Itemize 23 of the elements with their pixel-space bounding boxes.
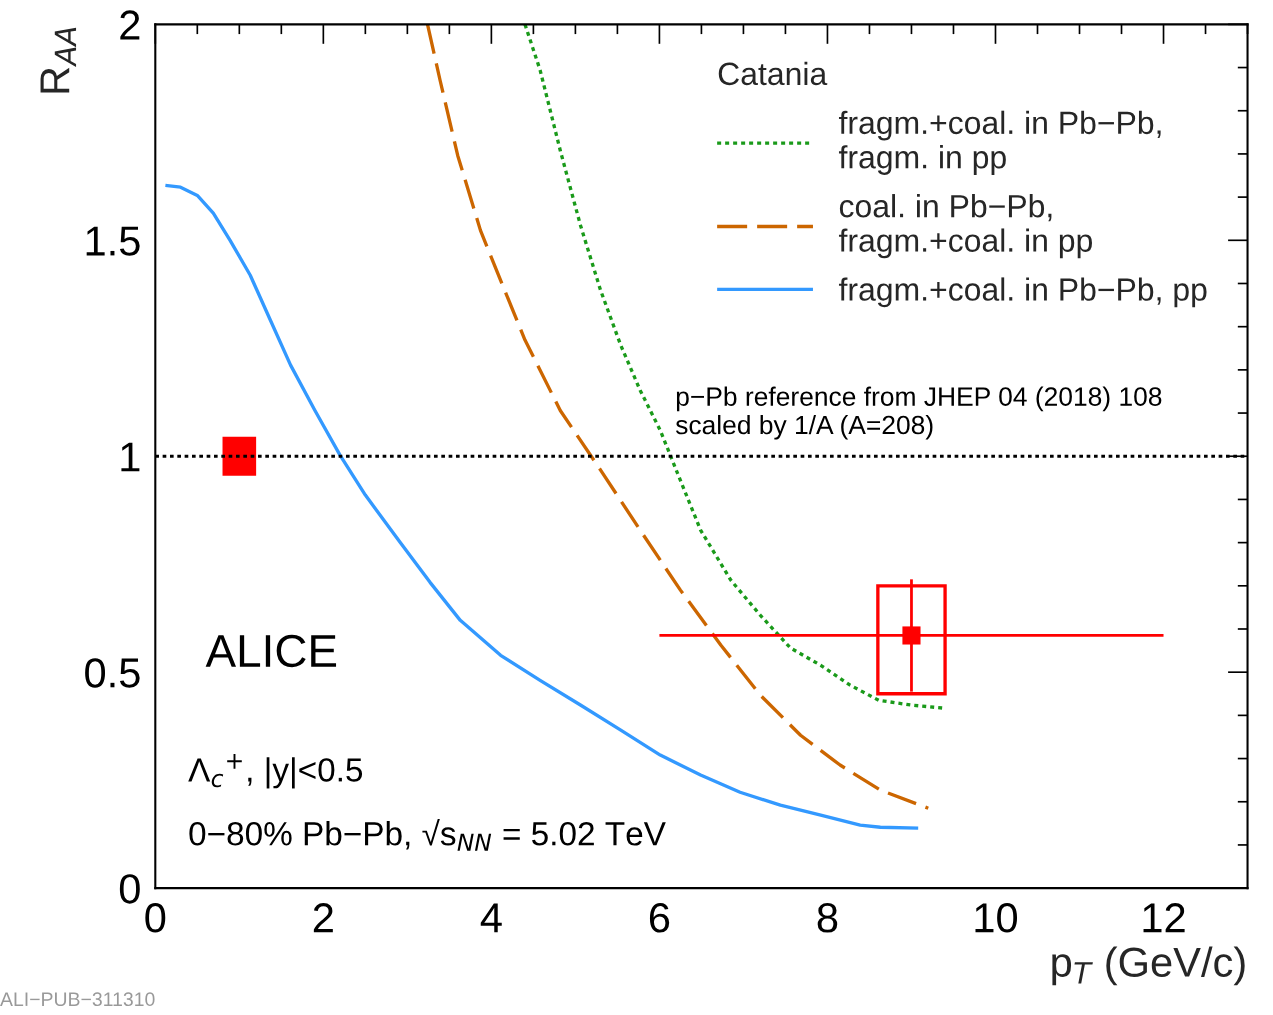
annotation: p−Pb reference from JHEP 04 (2018) 108 scaled by 1/A (A=208) [675, 386, 1162, 440]
y-axis-title: R$_{AA}$ [40, 27, 77, 93]
x-tick-label: 0 [145, 903, 166, 933]
x-tick-label: 8 [817, 903, 838, 933]
y-tick-label: 1 [121, 442, 140, 472]
y-tick-label: 2 [120, 10, 140, 40]
text: ALI−PUB−311310 [0, 992, 155, 1007]
annotation: 0−80% Pb−Pb, √s$_{NN}$ = 5.02 TeV [189, 818, 666, 851]
x-tick-label: 4 [480, 903, 502, 933]
x-tick-label: 2 [313, 903, 333, 933]
x-tick-label: 10 [975, 903, 1018, 933]
annotation: Λ$_{c}$$^{+}$, |y|<0.5 [188, 754, 363, 789]
legend-label: fragm.+coal. in Pb−Pb, pp [838, 277, 1207, 308]
x-tick-label: 6 [649, 903, 670, 933]
legend-label: coal. in Pb−Pb, fragm.+coal. in pp [838, 194, 1092, 259]
legend-label: fragm.+coal. in Pb−Pb, fragm. in pp [838, 110, 1161, 175]
y-tick-label: 0.5 [85, 658, 140, 688]
y-tick-label: 0 [119, 874, 140, 904]
x-axis-title: p$_{T}$ (GeV/c) [1052, 946, 1245, 986]
x-tick-label: 12 [1143, 903, 1185, 933]
legend-title: Catania [718, 61, 828, 86]
annotation: ALICE [205, 634, 337, 668]
y-tick-label: 1.5 [86, 226, 140, 256]
